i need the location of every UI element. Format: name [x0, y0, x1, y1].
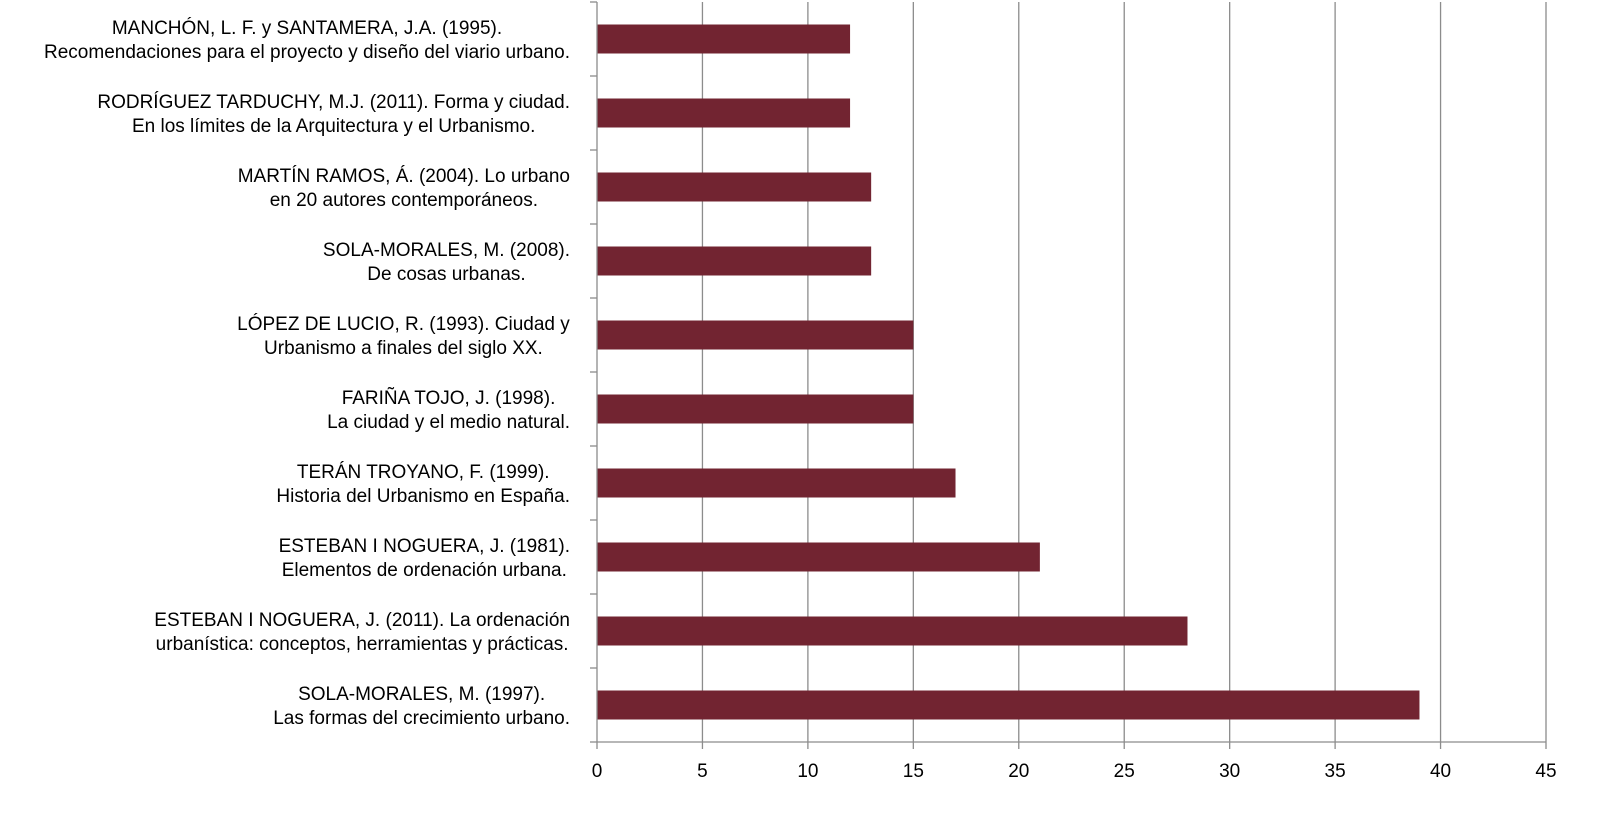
- x-tick-label: 5: [697, 761, 708, 782]
- bar: [597, 394, 914, 424]
- category-label-line: en 20 autores contemporáneos.: [270, 190, 538, 211]
- x-tick-label: 25: [1114, 761, 1135, 782]
- category-label-line: De cosas urbanas.: [367, 264, 525, 285]
- bar: [597, 172, 872, 202]
- category-label-line: Historia del Urbanismo en España.: [276, 486, 570, 507]
- x-tick-label: 10: [797, 761, 818, 782]
- x-tick-label: 40: [1430, 761, 1451, 782]
- category-label-line: Urbanismo a finales del siglo XX.: [264, 338, 543, 359]
- category-label-line: TERÁN TROYANO, F. (1999).: [297, 462, 550, 483]
- bar: [597, 320, 914, 350]
- category-label: ESTEBAN I NOGUERA, J. (2011). La ordenac…: [154, 610, 570, 655]
- category-label: RODRÍGUEZ TARDUCHY, M.J. (2011). Forma y…: [97, 92, 570, 137]
- category-label: MANCHÓN, L. F. y SANTAMERA, J.A. (1995).…: [44, 17, 570, 63]
- category-label-line: urbanística: conceptos, herramientas y p…: [156, 634, 569, 655]
- x-tick-label: 0: [592, 761, 603, 782]
- category-labels: MANCHÓN, L. F. y SANTAMERA, J.A. (1995).…: [44, 17, 570, 729]
- category-label-line: RODRÍGUEZ TARDUCHY, M.J. (2011). Forma y…: [97, 92, 570, 113]
- x-tick-label: 30: [1219, 761, 1240, 782]
- bar: [597, 246, 872, 276]
- category-label-line: FARIÑA TOJO, J. (1998).: [342, 387, 556, 409]
- category-label: TERÁN TROYANO, F. (1999). Historia del Ur…: [276, 462, 570, 507]
- category-label-line: Recomendaciones para el proyecto y diseñ…: [44, 42, 570, 63]
- bar: [597, 542, 1040, 572]
- x-tick-label: 15: [903, 761, 924, 782]
- bars: [597, 24, 1420, 720]
- category-label: SOLA-MORALES, M. (2008). De cosas urbanas…: [323, 240, 570, 285]
- category-label-line: En los límites de la Arquitectura y el U…: [132, 116, 535, 137]
- category-label-line: Las formas del crecimiento urbano.: [273, 708, 570, 729]
- category-label-line: MANCHÓN, L. F. y SANTAMERA, J.A. (1995).: [112, 17, 502, 39]
- bar: [597, 690, 1420, 720]
- category-label-line: La ciudad y el medio natural.: [327, 412, 570, 433]
- bar: [597, 468, 956, 498]
- category-label-line: LÓPEZ DE LUCIO, R. (1993). Ciudad y: [237, 313, 570, 335]
- category-label: LÓPEZ DE LUCIO, R. (1993). Ciudad y Urban…: [237, 313, 570, 359]
- category-label: MARTÍN RAMOS, Á. (2004). Lo urbano en 20 …: [238, 166, 570, 211]
- bar: [597, 98, 851, 128]
- category-label-line: SOLA-MORALES, M. (2008).: [323, 240, 570, 261]
- category-label-line: MARTÍN RAMOS, Á. (2004). Lo urbano: [238, 166, 570, 187]
- x-tick-label: 45: [1535, 761, 1556, 782]
- bar: [597, 24, 851, 54]
- category-label-line: ESTEBAN I NOGUERA, J. (1981).: [279, 536, 570, 557]
- x-tick-label: 35: [1325, 761, 1346, 782]
- x-tick-labels: 0 5 10 15 20 25 30 35 40 45: [592, 761, 1557, 782]
- category-label: SOLA-MORALES, M. (1997). Las formas del c…: [273, 684, 570, 729]
- bar: [597, 616, 1188, 646]
- category-label: FARIÑA TOJO, J. (1998). La ciudad y el me…: [327, 387, 570, 433]
- axes: [590, 1, 1547, 749]
- x-tick-label: 20: [1008, 761, 1029, 782]
- category-label: ESTEBAN I NOGUERA, J. (1981). Elementos d…: [279, 536, 570, 581]
- category-label-line: SOLA-MORALES, M. (1997).: [298, 684, 545, 705]
- category-label-line: ESTEBAN I NOGUERA, J. (2011). La ordenac…: [154, 610, 570, 631]
- category-label-line: Elementos de ordenación urbana.: [282, 560, 567, 581]
